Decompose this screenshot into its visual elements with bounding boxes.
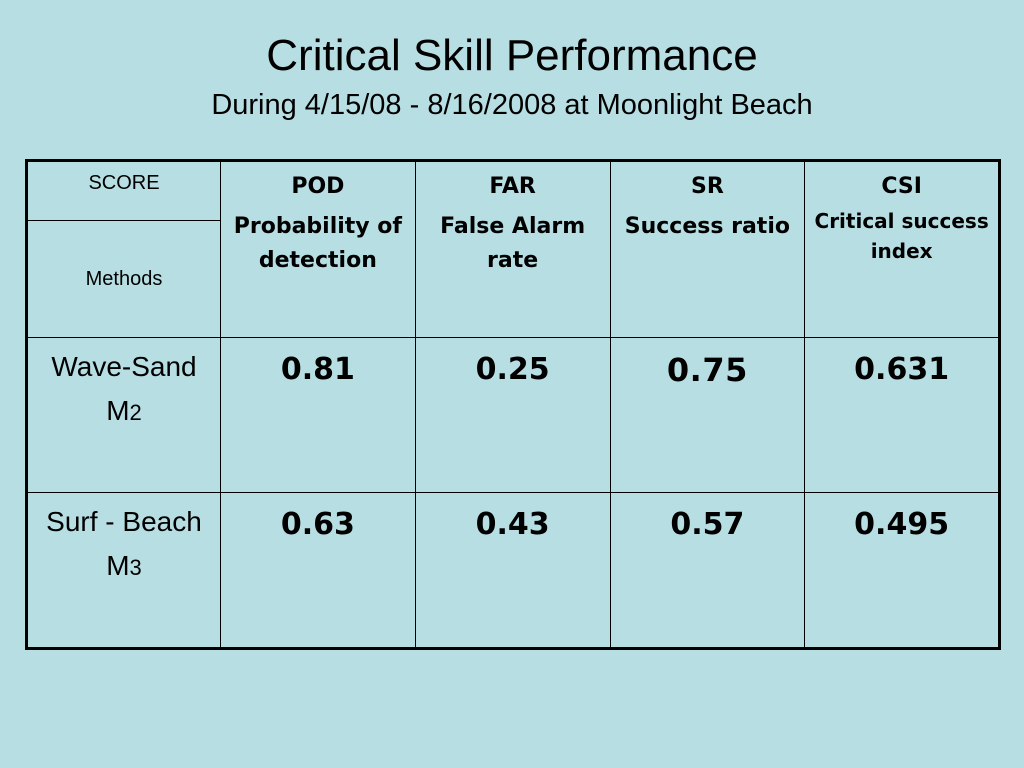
column-header-csi: CSI Critical success index [804, 160, 1000, 338]
slide-title: Critical Skill Performance [266, 31, 758, 80]
score-header-cell: SCORE [26, 160, 221, 221]
method-id: M2 [28, 392, 220, 432]
column-header-sr: SR Success ratio [609, 160, 806, 338]
method-id: M3 [28, 547, 220, 587]
methods-header-cell: Methods [26, 220, 221, 338]
column-full-name: Critical success index [814, 209, 989, 263]
value-cell-pod: 0.81 [220, 337, 416, 493]
column-header-far: FAR False Alarm rate [414, 160, 611, 338]
method-id-number: 3 [129, 555, 142, 580]
table-row: Wave-Sand M2 0.81 0.25 0.75 0.631 [26, 337, 1000, 493]
column-header-pod: POD Probability of detection [220, 160, 416, 338]
value-cell-sr: 0.57 [609, 492, 806, 649]
method-id-letter: M [106, 395, 130, 426]
value-cell-far: 0.43 [414, 492, 611, 649]
value-cell-csi: 0.631 [804, 337, 1000, 493]
method-id-letter: M [106, 550, 130, 581]
column-full-name: Probability of detection [233, 214, 402, 273]
column-abbr: FAR [489, 174, 536, 199]
table-header-row: SCORE POD Probability of detection FAR F… [26, 160, 1000, 338]
column-abbr: POD [291, 174, 345, 199]
skill-performance-table: SCORE POD Probability of detection FAR F… [25, 159, 1001, 650]
method-name-cell: Wave-Sand M2 [26, 337, 221, 493]
column-abbr: SR [690, 174, 724, 199]
column-full-name: False Alarm rate [440, 214, 586, 273]
method-id-number: 2 [129, 400, 142, 425]
value-cell-sr: 0.75 [609, 337, 806, 493]
method-name: Wave-Sand [51, 351, 197, 382]
value-cell-csi: 0.495 [804, 492, 1000, 649]
method-name-cell: Surf - Beach M3 [26, 492, 221, 649]
column-full-name: Success ratio [624, 214, 790, 239]
method-name: Surf - Beach [46, 506, 202, 537]
slide-subtitle: During 4/15/08 - 8/16/2008 at Moonlight … [211, 89, 813, 121]
value-cell-pod: 0.63 [220, 492, 416, 649]
column-abbr: CSI [881, 174, 922, 199]
table-subheader-row: Methods [26, 220, 1000, 338]
value-cell-far: 0.25 [414, 337, 611, 493]
table-row: Surf - Beach M3 0.63 0.43 0.57 0.495 [26, 492, 1000, 649]
